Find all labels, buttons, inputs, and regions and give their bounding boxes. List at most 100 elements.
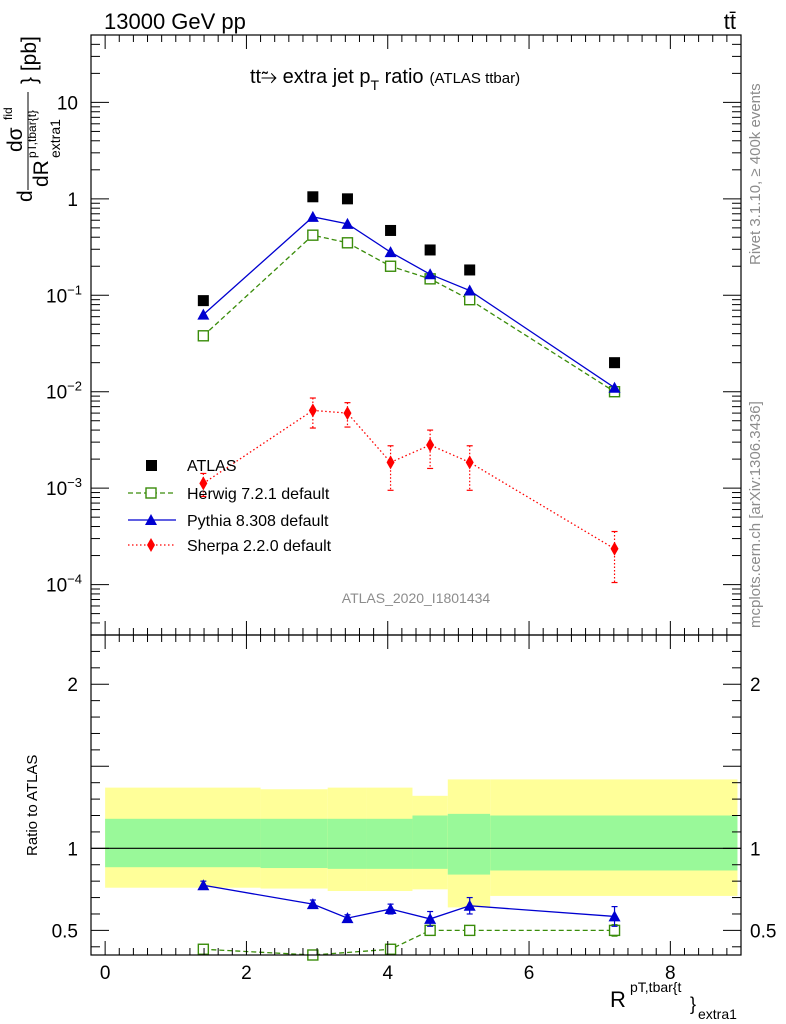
sherpa-point <box>610 541 619 556</box>
ratio-band-inner <box>490 815 738 871</box>
pythia-point <box>197 308 210 320</box>
legend: ATLAS Herwig 7.2.1 default Pythia 8.308 … <box>128 458 332 555</box>
sherpa-point <box>199 476 208 491</box>
pythia-ratio-point <box>197 879 210 891</box>
legend-marker-pythia <box>145 514 157 525</box>
svg-text:dσ: dσ <box>4 127 27 152</box>
x-tick-label: 6 <box>524 963 535 984</box>
analysis-tag: ATLAS_2020_I1801434 <box>342 590 491 606</box>
legend-label-herwig: Herwig 7.2.1 default <box>187 486 330 503</box>
ratio-band-inner <box>366 818 413 869</box>
main-y-tick-labels: 10 1 10−1 10−2 10−3 10−4 <box>46 93 82 596</box>
ratio-y-tick-label-left: 2 <box>67 675 78 696</box>
atlas-point <box>307 191 319 203</box>
herwig-point <box>384 260 397 272</box>
x-tick-label: 2 <box>241 963 252 984</box>
pythia-ratio-point <box>306 898 319 910</box>
ratio-tick-marks <box>91 634 742 955</box>
legend-marker-herwig <box>145 487 157 499</box>
herwig-ratio-point <box>463 924 476 937</box>
ratio-band-inner <box>412 815 448 869</box>
svg-text:pT,tbar{t: pT,tbar{t <box>630 979 681 995</box>
herwig-ratio-line <box>203 929 615 956</box>
y-tick-label: 10 <box>57 93 78 114</box>
x-axis-title: R pT,tbar{t } extra1 <box>610 979 737 1022</box>
atlas-point <box>424 244 436 256</box>
pythia-point <box>424 268 437 280</box>
ratio-band-inner <box>447 813 491 875</box>
sherpa-point <box>386 455 395 470</box>
sherpa-point <box>465 455 474 470</box>
legend-label-atlas: ATLAS <box>187 458 237 475</box>
legend-marker-sherpa <box>147 538 155 552</box>
main-y-label: d dσ fid dR pT,tbar{t} extra1 } [pb] <box>1 36 63 202</box>
ratio-y-tick-label-right: 2 <box>750 675 761 696</box>
y-tick-label: 1 <box>67 190 78 211</box>
pythia-point <box>384 246 397 258</box>
pythia-ratio-point <box>341 912 354 924</box>
main-panel: 10 1 10−1 10−2 10−3 10−4 tt⥲ extra jet pT rat… <box>1 34 742 636</box>
rivet-label: Rivet 3.1.10, ≥ 400k events <box>747 83 764 265</box>
process-label: tt̄ <box>724 9 736 34</box>
atlas-point <box>385 224 397 236</box>
herwig-point <box>307 229 319 241</box>
herwig-point <box>341 237 354 249</box>
ratio-uncertainty-bands <box>91 779 741 908</box>
y-tick-label: 10−4 <box>46 572 82 597</box>
mcplots-label: mcplots.cern.ch [arXiv:1306.3436] <box>747 401 764 628</box>
svg-text:fid: fid <box>1 107 15 120</box>
svg-text:dR: dR <box>30 160 53 187</box>
herwig-ratio-point <box>424 924 436 937</box>
svg-text:extra1: extra1 <box>698 1006 737 1022</box>
atlas-point <box>341 193 353 205</box>
pythia-ratio-point <box>608 910 621 922</box>
ratio-band-inner <box>260 818 328 869</box>
svg-text:pT,tbar{t}: pT,tbar{t} <box>25 110 39 158</box>
main-data-layer <box>197 191 621 584</box>
pythia-point <box>306 210 319 222</box>
pythia-point <box>341 217 354 229</box>
svg-text:extra1: extra1 <box>47 119 63 158</box>
svg-text:}: } <box>690 994 696 1014</box>
pythia-ratio-point <box>424 912 437 924</box>
sherpa-point <box>426 438 435 453</box>
x-tick-label: 0 <box>100 963 111 984</box>
sherpa-point <box>308 403 317 418</box>
y-tick-label: 10−2 <box>46 379 82 404</box>
pythia-ratio-point <box>384 903 397 915</box>
ratio-frame <box>90 634 742 956</box>
legend-label-pythia: Pythia 8.308 default <box>187 513 329 530</box>
ratio-y-tick-labels: 0.5 0.5 1 1 2 2 <box>52 675 777 942</box>
svg-text:} [pb]: } [pb] <box>18 36 41 84</box>
svg-text:R: R <box>610 987 626 1012</box>
herwig-point <box>197 330 210 342</box>
ratio-y-tick-label-left: 0.5 <box>52 921 78 942</box>
herwig-point <box>463 293 476 306</box>
ratio-band-inner <box>105 818 261 868</box>
energy-label: 13000 GeV pp <box>104 9 246 34</box>
legend-marker-atlas <box>146 460 157 471</box>
svg-text:d: d <box>14 190 37 202</box>
herwig-ratio-point <box>384 943 397 955</box>
pythia-line <box>202 216 615 389</box>
atlas-point <box>609 357 621 369</box>
main-tick-marks <box>91 34 742 636</box>
ratio-y-label: Ratio to ATLAS <box>24 755 41 856</box>
pythia-ratio-point <box>463 899 476 911</box>
x-tick-label: 8 <box>665 963 676 984</box>
pythia-point <box>608 381 621 393</box>
pythia-point <box>463 284 476 296</box>
ratio-y-tick-label-right: 1 <box>750 839 761 860</box>
ratio-x-tick-labels: 0 2 4 6 8 <box>100 963 676 984</box>
x-tick-label: 4 <box>382 963 393 984</box>
y-tick-label: 10−1 <box>46 282 82 307</box>
herwig-ratio-point <box>197 943 210 955</box>
herwig-ratio-point <box>608 924 621 937</box>
atlas-point <box>197 295 209 307</box>
ratio-y-tick-label-left: 1 <box>67 839 78 860</box>
sherpa-point <box>343 406 352 421</box>
main-title: tt⥲ extra jet pT ratio (ATLAS ttbar) <box>250 66 520 93</box>
y-tick-label: 10−3 <box>46 475 82 500</box>
ratio-panel: 0.5 0.5 1 1 2 2 0 2 4 6 8 Ratio to ATLAS R pT,tba… <box>24 634 777 1022</box>
